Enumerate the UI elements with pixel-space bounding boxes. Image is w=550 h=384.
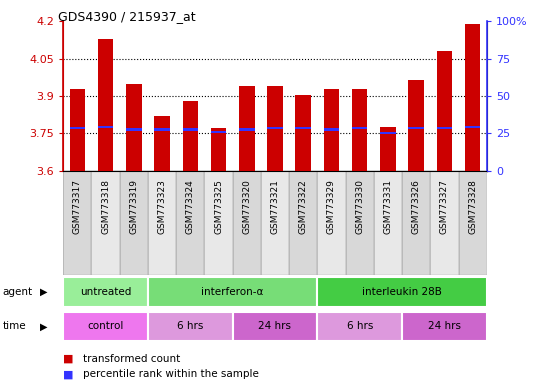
Text: control: control [87, 321, 124, 331]
Bar [374, 171, 402, 275]
Bar [211, 129, 226, 171]
Bar [324, 128, 339, 131]
Bar [317, 277, 487, 306]
Text: GSM773317: GSM773317 [73, 179, 82, 234]
Bar [352, 89, 367, 171]
Bar [70, 127, 85, 129]
Text: GSM773330: GSM773330 [355, 179, 364, 234]
Bar [63, 277, 148, 306]
Text: GSM773325: GSM773325 [214, 179, 223, 234]
Bar [155, 116, 170, 171]
Bar [295, 127, 311, 129]
Text: GSM773326: GSM773326 [411, 179, 421, 234]
Text: transformed count: transformed count [82, 354, 180, 364]
Bar [205, 171, 233, 275]
Bar [352, 127, 367, 129]
Text: GSM773324: GSM773324 [186, 179, 195, 234]
Text: interleukin 28B: interleukin 28B [362, 287, 442, 297]
Bar [380, 127, 395, 171]
Bar [261, 171, 289, 275]
Text: GSM773329: GSM773329 [327, 179, 336, 234]
Text: GSM773322: GSM773322 [299, 179, 308, 234]
Bar [183, 128, 198, 131]
Text: GSM773323: GSM773323 [157, 179, 167, 234]
Bar [126, 128, 141, 131]
Bar [459, 171, 487, 275]
Bar [126, 84, 141, 171]
Text: GSM773327: GSM773327 [440, 179, 449, 234]
Bar [70, 89, 85, 171]
Text: GSM773328: GSM773328 [468, 179, 477, 234]
Bar [437, 127, 452, 129]
Bar [148, 171, 176, 275]
Bar [402, 312, 487, 341]
Bar [91, 171, 120, 275]
Text: GDS4390 / 215937_at: GDS4390 / 215937_at [58, 10, 195, 23]
Bar [239, 128, 255, 131]
Text: GSM773321: GSM773321 [271, 179, 279, 234]
Bar [289, 171, 317, 275]
Bar [465, 126, 480, 128]
Text: untreated: untreated [80, 287, 131, 297]
Text: time: time [3, 321, 26, 331]
Bar [176, 171, 205, 275]
Bar [317, 312, 402, 341]
Bar [324, 89, 339, 171]
Text: 6 hrs: 6 hrs [346, 321, 373, 331]
Bar [63, 171, 91, 275]
Bar [437, 51, 452, 171]
Bar [63, 312, 148, 341]
Bar [409, 127, 424, 129]
Bar [98, 126, 113, 129]
Bar [409, 80, 424, 171]
Bar [148, 277, 317, 306]
Bar [380, 132, 395, 134]
Bar [317, 171, 345, 275]
Bar [402, 171, 430, 275]
Bar [267, 86, 283, 171]
Bar [295, 95, 311, 171]
Text: 6 hrs: 6 hrs [177, 321, 204, 331]
Text: ■: ■ [63, 354, 74, 364]
Text: percentile rank within the sample: percentile rank within the sample [82, 369, 258, 379]
Bar [267, 127, 283, 129]
Text: 24 hrs: 24 hrs [258, 321, 292, 331]
Bar [148, 312, 233, 341]
Bar [183, 101, 198, 171]
Text: GSM773319: GSM773319 [129, 179, 139, 234]
Bar [233, 171, 261, 275]
Bar [239, 86, 255, 171]
Bar [211, 131, 226, 133]
Bar [430, 171, 459, 275]
Bar [155, 128, 170, 131]
Bar [345, 171, 374, 275]
Bar [120, 171, 148, 275]
Text: GSM773331: GSM773331 [383, 179, 393, 234]
Bar [233, 312, 317, 341]
Bar [465, 24, 480, 171]
Text: ▶: ▶ [40, 287, 47, 297]
Text: ▶: ▶ [40, 321, 47, 331]
Text: agent: agent [3, 287, 33, 297]
Bar [98, 39, 113, 171]
Text: 24 hrs: 24 hrs [428, 321, 461, 331]
Text: GSM773320: GSM773320 [242, 179, 251, 234]
Text: ■: ■ [63, 369, 74, 379]
Text: GSM773318: GSM773318 [101, 179, 110, 234]
Text: interferon-α: interferon-α [201, 287, 264, 297]
